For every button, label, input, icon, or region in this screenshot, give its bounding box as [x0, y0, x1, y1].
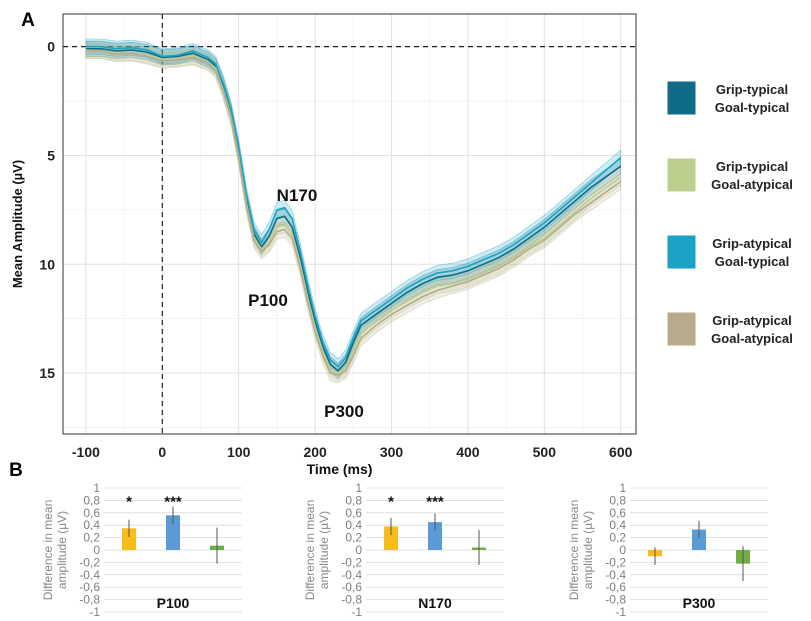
- legend-label-line2: Goal-typical: [715, 100, 789, 115]
- panel-b-label: B: [9, 460, 23, 481]
- bar-y-tick-label: -0,8: [79, 593, 100, 607]
- bar-y-axis-label-line2: amplitude (µV): [581, 511, 595, 589]
- significance-marker-2: ***: [164, 493, 182, 510]
- component-label-p300: P300: [324, 402, 364, 421]
- legend-swatch-4: [666, 311, 697, 347]
- significance-marker-2: ***: [426, 493, 444, 510]
- significance-marker-1: *: [388, 493, 394, 510]
- legend-label-line2: Goal-atypical: [711, 177, 793, 192]
- x-tick-label: 0: [158, 444, 166, 460]
- bar-y-tick-label: 0,2: [83, 531, 100, 545]
- bar-y-tick-label: -0,2: [341, 555, 362, 569]
- significance-marker-1: *: [126, 493, 132, 510]
- bar-chart-title: N170: [418, 595, 452, 611]
- x-tick-label: 200: [303, 444, 327, 460]
- bar-y-tick-label: 0,2: [609, 531, 626, 545]
- bar-chart-title: P300: [683, 595, 716, 611]
- bar-y-axis-label-line2: amplitude (µV): [55, 511, 69, 589]
- bar-y-tick-label: -1: [89, 605, 100, 619]
- y-tick-label: 5: [47, 147, 55, 163]
- bar-y-tick-label: 0: [619, 543, 626, 557]
- x-tick-label: 100: [227, 444, 251, 460]
- legend-swatch-1: [666, 80, 697, 116]
- bar-y-tick-label: 1: [93, 481, 100, 495]
- series-line-1: [85, 48, 622, 373]
- legend-label-line2: Goal-typical: [715, 254, 789, 269]
- bar-y-tick-label: -1: [615, 605, 626, 619]
- x-tick-label: 600: [609, 444, 633, 460]
- bar-2: [166, 515, 180, 550]
- bar-2: [692, 529, 706, 550]
- confidence-band-4: [85, 43, 622, 384]
- plot-frame: [62, 13, 637, 435]
- component-label-n170: N170: [277, 186, 318, 205]
- bar-y-tick-label: 1: [355, 481, 362, 495]
- panel-a: A -100 0 100 200 300 400 500 600 0 5 10 15 Time (ms) M…: [10, 10, 793, 477]
- y-axis-label: Mean Amplitude (µV): [10, 160, 25, 288]
- legend-label-line1: Grip-typical: [716, 82, 788, 97]
- legend-label-line1: Grip-atypical: [712, 236, 791, 251]
- bar-y-tick-label: -0,4: [605, 568, 626, 582]
- legend-swatch-2: [666, 157, 697, 193]
- bar-y-tick-label: -0,2: [79, 555, 100, 569]
- bar-y-tick-label: 0,6: [609, 506, 626, 520]
- bar-2: [428, 522, 442, 550]
- bar-y-tick-label: -0,8: [341, 593, 362, 607]
- bar-y-tick-label: 0,8: [83, 493, 100, 507]
- bar-y-tick-label: -0,4: [79, 568, 100, 582]
- bar-y-axis-label-line1: Difference in mean: [41, 500, 55, 601]
- bar-y-tick-label: 0,8: [609, 493, 626, 507]
- bar-y-tick-label: -0,6: [341, 580, 362, 594]
- series-line-2: [85, 49, 622, 375]
- bar-y-tick-label: 0,4: [345, 518, 362, 532]
- series-line-4: [85, 50, 622, 377]
- bar-y-tick-label: -1: [351, 605, 362, 619]
- component-label-p100: P100: [248, 291, 288, 310]
- bar-chart-p300: Difference in mean amplitude (µV)10,80,60…: [567, 481, 768, 619]
- y-tick-label: 15: [39, 365, 55, 381]
- bar-y-tick-label: 0,2: [345, 531, 362, 545]
- panel-a-label: A: [21, 10, 35, 31]
- bar-y-tick-label: -0,4: [341, 568, 362, 582]
- bar-y-tick-label: 0,6: [345, 506, 362, 520]
- bar-1: [384, 526, 398, 550]
- legend-label-line2: Goal-atypical: [711, 331, 793, 346]
- x-axis-label: Time (ms): [307, 461, 373, 477]
- bar-y-tick-label: 0,4: [609, 518, 626, 532]
- bar-y-tick-label: -0,8: [605, 593, 626, 607]
- legend-swatch-3: [666, 234, 697, 270]
- x-tick-label: 400: [456, 444, 480, 460]
- x-tick-label: 500: [533, 444, 557, 460]
- bar-y-tick-label: -0,2: [605, 555, 626, 569]
- bar-1: [122, 528, 136, 550]
- bar-y-tick-label: 0: [93, 543, 100, 557]
- bar-chart-title: P100: [157, 595, 190, 611]
- bar-y-tick-label: 1: [619, 481, 626, 495]
- bar-chart-p100: Difference in mean amplitude (µV)10,80,60…: [41, 481, 242, 619]
- y-tick-label: 10: [39, 256, 55, 272]
- bar-y-axis-label-line1: Difference in mean: [567, 500, 581, 601]
- bar-y-tick-label: 0,4: [83, 518, 100, 532]
- bar-y-tick-label: -0,6: [79, 580, 100, 594]
- bar-y-tick-label: 0: [355, 543, 362, 557]
- bar-y-tick-label: 0,8: [345, 493, 362, 507]
- bar-chart-n170: Difference in mean amplitude (µV)10,80,60…: [303, 481, 504, 619]
- x-tick-label: -100: [72, 444, 100, 460]
- bar-y-axis-label-line1: Difference in mean: [303, 500, 317, 601]
- x-tick-label: 300: [380, 444, 404, 460]
- bar-y-tick-label: -0,6: [605, 580, 626, 594]
- bar-y-tick-label: 0,6: [83, 506, 100, 520]
- y-tick-label: 0: [47, 39, 55, 55]
- legend-label-line1: Grip-typical: [716, 159, 788, 174]
- legend-label-line1: Grip-atypical: [712, 313, 791, 328]
- bar-y-axis-label-line2: amplitude (µV): [317, 511, 331, 589]
- series-line-3: [85, 45, 622, 368]
